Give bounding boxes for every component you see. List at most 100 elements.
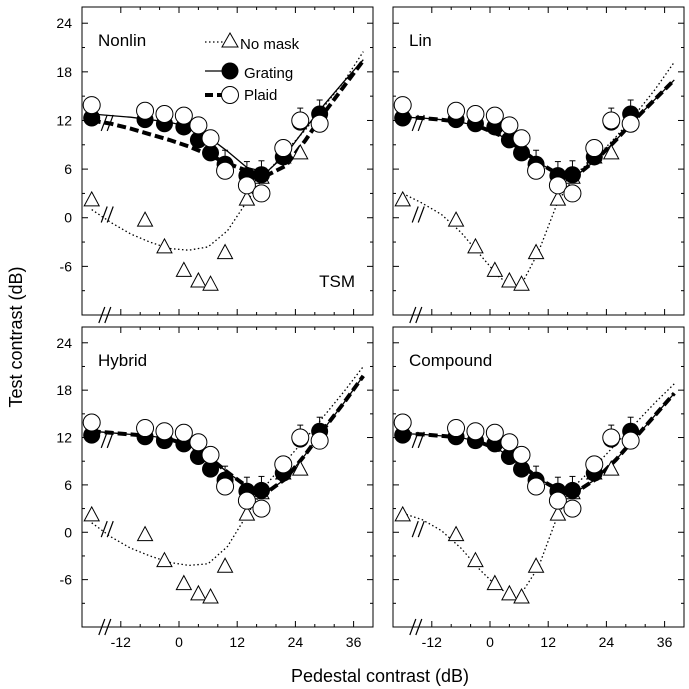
marker-no-mask [156,237,173,254]
marker-plaid [485,423,504,442]
fit-line-no-mask [91,366,364,567]
marker-plaid [174,106,193,125]
marker-plaid [500,433,519,452]
marker-no-mask [501,271,518,288]
curve-break [411,520,419,538]
marker-grating [202,144,220,162]
marker-plaid [512,129,531,148]
marker-no-mask [527,243,545,260]
y-tick-label: 24 [56,15,72,31]
curve-break [100,520,108,538]
axis-break [409,618,417,636]
marker-no-mask [394,505,412,522]
marker-plaid [500,116,519,135]
marker-grating [83,109,101,127]
x-tick-label: 0 [486,634,494,650]
marker-no-mask [175,574,193,591]
panel-frame [81,326,374,628]
marker-plaid [393,96,412,115]
y-tick-label: 18 [56,64,72,80]
marker-plaid [447,101,466,120]
marker-no-mask [513,275,530,291]
marker-plaid [237,491,256,510]
marker-plaid [216,477,235,496]
curve-break [100,114,108,132]
marker-plaid [291,428,310,447]
marker-plaid [237,176,256,195]
legend-marker-plaid [221,86,239,104]
axis-break [415,618,423,636]
marker-grating [83,426,101,444]
curve-break [417,431,425,449]
marker-no-mask [216,557,234,573]
marker-no-mask [175,261,193,277]
legend-label-plaid: Plaid [244,87,277,104]
marker-no-mask [291,143,309,160]
curve-break [106,431,114,449]
axis-break [98,618,106,636]
marker-no-mask [190,584,207,601]
marker-plaid [466,422,485,441]
curve-break [100,431,108,449]
marker-no-mask [549,190,567,206]
marker-plaid [485,106,504,125]
x-tick-label: -12 [111,634,131,650]
marker-no-mask [527,557,545,573]
y-tick-label: -6 [60,258,73,274]
panel-label: Compound [409,351,492,370]
legend-marker-grating [221,62,239,80]
marker-plaid [201,445,220,464]
marker-plaid [174,423,193,442]
curve-break [417,520,425,538]
marker-no-mask [238,190,256,206]
marker-grating [513,460,531,478]
legend-marker-no-mask [221,31,239,48]
marker-no-mask [467,237,484,254]
marker-plaid [189,116,208,135]
marker-no-mask [83,190,101,207]
curve-break [106,206,114,223]
y-tick-label: 0 [64,524,72,540]
x-tick-label: 24 [599,634,615,650]
panel-lin: Lin [392,6,685,324]
panel-hybrid: -6 0 6 12 18 24 -12 0 12 24 36 Hybrid [56,326,374,650]
panel-frame [392,6,685,316]
axis-break [98,306,106,324]
marker-no-mask [136,525,154,542]
marker-plaid [82,413,101,432]
curve-break [106,114,114,132]
marker-no-mask [202,275,219,291]
marker-no-mask [156,551,173,568]
marker-grating [252,166,270,184]
marker-plaid [274,139,293,158]
x-tick-label: 24 [288,634,304,650]
axis-break [415,306,423,324]
marker-no-mask [216,243,234,260]
marker-grating [252,481,270,499]
y-axis-title: Test contrast (dB) [6,266,26,407]
marker-no-mask [136,211,154,227]
curve-break [417,206,425,223]
y-tick-label: 6 [64,161,72,177]
marker-no-mask [486,574,504,591]
marker-plaid [393,413,412,432]
marker-plaid [602,428,621,447]
y-tick-label: 18 [56,382,72,398]
axis-break [104,618,112,636]
marker-grating [202,460,220,478]
marker-grating [394,109,412,127]
curve-break [411,431,419,449]
panel-nonlin: -6 0 6 12 18 24 Nonlin TSM [56,6,374,324]
marker-plaid [155,422,174,441]
marker-grating [394,426,412,444]
marker-plaid [548,176,567,195]
y-tick-label: -6 [60,572,73,588]
marker-plaid [252,184,271,203]
marker-plaid [82,96,101,115]
marker-no-mask [501,584,518,601]
marker-no-mask [602,143,620,160]
y-tick-label: 6 [64,477,72,493]
marker-no-mask [486,261,504,277]
fit-line-no-mask [91,51,364,251]
panel-label: Hybrid [98,351,147,370]
